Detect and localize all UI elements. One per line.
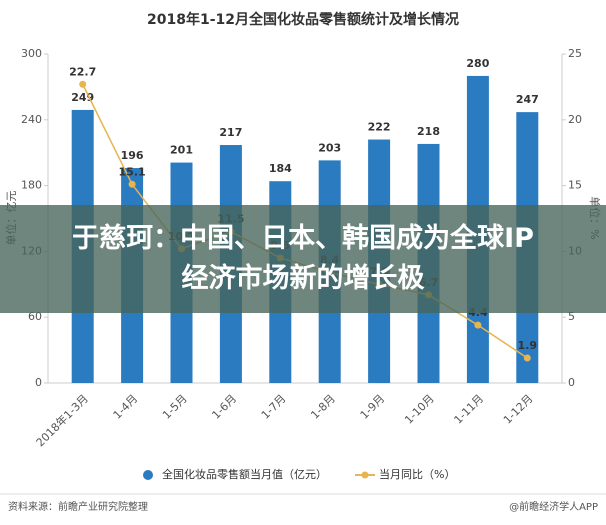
x-tick-label: 1-5月 [160,392,190,422]
y-tick-label: 240 [21,113,42,126]
source: 资料来源：前瞻产业研究院整理 [8,500,148,513]
bar-value-label: 217 [219,126,242,139]
y2-tick-label: 5 [568,310,575,323]
x-tick-label: 1-10月 [402,392,437,427]
bar-value-label: 249 [71,91,94,104]
x-tick-label: 2018年1-3月 [33,391,91,449]
overlay-title: 于慈珂：中国、日本、韩国成为全球IP经济市场新的增长极 [72,223,534,294]
y2-tick-label: 20 [568,113,582,126]
bar-value-label: 203 [318,141,341,154]
y2-tick-label: 15 [568,179,582,192]
legend-label: 全国化妆品零售额当月值（亿元） [162,467,327,481]
bar-value-label: 280 [466,57,489,70]
line-point [474,321,482,329]
bar-value-label: 222 [368,121,391,134]
x-tick-label: 1-6月 [209,392,239,422]
legend-label: 当月同比（%） [379,467,455,481]
line-point [79,80,87,88]
x-tick-label: 1-7月 [259,392,289,422]
y2-tick-label: 0 [568,376,575,389]
line-point [523,354,531,362]
y-tick-label: 0 [35,376,42,389]
y-tick-label: 180 [21,179,42,192]
x-tick-label: 1-11月 [452,392,487,427]
bar-value-label: 196 [121,149,144,162]
x-tick-label: 1-9月 [358,392,388,422]
overlay-banner: 于慈珂：中国、日本、韩国成为全球IP经济市场新的增长极 [0,205,606,313]
line-point [128,180,136,188]
bar-value-label: 184 [269,162,292,175]
line-value-label: 22.7 [69,65,96,78]
line-value-label: 15.1 [119,165,146,178]
line-value-label: 1.9 [518,339,538,352]
y-tick-label: 60 [28,310,42,323]
y2-tick-label: 25 [568,47,582,60]
bar-value-label: 201 [170,144,193,157]
x-tick-label: 1-4月 [111,392,141,422]
bar-value-label: 247 [516,93,539,106]
brand: @前瞻经济学人APP [509,500,598,513]
legend-swatch [143,470,153,480]
bar-value-label: 218 [417,125,440,138]
x-tick-label: 1-8月 [308,392,338,422]
y-tick-label: 300 [21,47,42,60]
x-tick-label: 1-12月 [501,392,536,427]
chart-title: 2018年1-12月全国化妆品零售额统计及增长情况 [147,11,459,28]
legend-swatch [361,471,369,479]
